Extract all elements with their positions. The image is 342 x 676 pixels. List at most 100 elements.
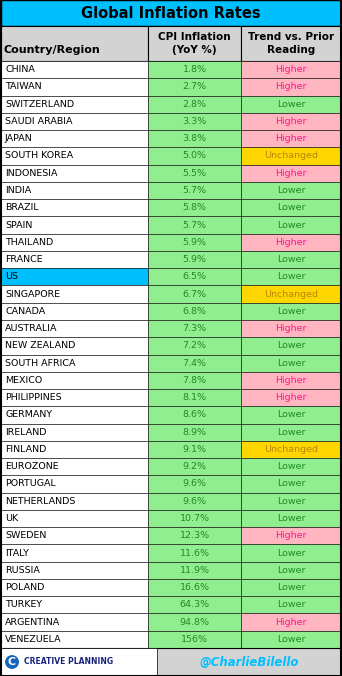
Text: Unchanged: Unchanged — [264, 151, 318, 160]
Bar — [1, 544, 148, 562]
Bar — [1, 406, 148, 424]
Text: MEXICO: MEXICO — [5, 376, 42, 385]
Bar — [241, 130, 341, 147]
Text: 5.9%: 5.9% — [183, 238, 207, 247]
Bar — [148, 285, 241, 303]
Bar — [241, 424, 341, 441]
Bar — [148, 61, 241, 78]
Bar — [1, 95, 148, 113]
Text: AUSTRALIA: AUSTRALIA — [5, 324, 57, 333]
Text: PORTUGAL: PORTUGAL — [5, 479, 56, 489]
Bar — [1, 320, 148, 337]
Bar — [1, 389, 148, 406]
Text: Higher: Higher — [275, 135, 307, 143]
Text: 5.5%: 5.5% — [183, 169, 207, 178]
Text: 5.8%: 5.8% — [183, 203, 207, 212]
Text: BRAZIL: BRAZIL — [5, 203, 39, 212]
Bar — [1, 78, 148, 95]
Bar — [241, 596, 341, 614]
Bar — [241, 544, 341, 562]
Bar — [1, 0, 341, 26]
Text: TAIWAN: TAIWAN — [5, 82, 42, 91]
Text: 7.2%: 7.2% — [183, 341, 207, 350]
Text: @CharlieBilello: @CharlieBilello — [199, 656, 299, 669]
Bar — [148, 337, 241, 354]
Bar — [241, 234, 341, 251]
Bar — [1, 337, 148, 354]
Text: 9.6%: 9.6% — [183, 497, 207, 506]
Text: INDONESIA: INDONESIA — [5, 169, 57, 178]
Text: Higher: Higher — [275, 238, 307, 247]
Bar — [148, 78, 241, 95]
Text: Unchanged: Unchanged — [264, 445, 318, 454]
Bar — [1, 493, 148, 510]
Text: 8.9%: 8.9% — [183, 428, 207, 437]
Text: Lower: Lower — [277, 548, 305, 558]
Text: 1.8%: 1.8% — [183, 65, 207, 74]
Text: THAILAND: THAILAND — [5, 238, 53, 247]
Text: FRANCE: FRANCE — [5, 255, 43, 264]
Text: SAUDI ARABIA: SAUDI ARABIA — [5, 117, 73, 126]
Bar — [241, 493, 341, 510]
Text: Country/Region: Country/Region — [4, 45, 101, 55]
Bar — [148, 406, 241, 424]
Bar — [1, 26, 148, 61]
Text: 156%: 156% — [181, 635, 208, 644]
Bar — [241, 268, 341, 285]
Text: ITALY: ITALY — [5, 548, 29, 558]
Text: Lower: Lower — [277, 220, 305, 230]
Bar — [241, 251, 341, 268]
Bar — [148, 527, 241, 544]
Text: TURKEY: TURKEY — [5, 600, 42, 609]
Bar — [1, 234, 148, 251]
Text: Lower: Lower — [277, 514, 305, 523]
Text: Higher: Higher — [275, 531, 307, 540]
Text: 11.6%: 11.6% — [180, 548, 210, 558]
Text: SOUTH KOREA: SOUTH KOREA — [5, 151, 73, 160]
Text: Global Inflation Rates: Global Inflation Rates — [81, 5, 261, 20]
Text: Lower: Lower — [277, 99, 305, 109]
Text: Lower: Lower — [277, 359, 305, 368]
Text: POLAND: POLAND — [5, 583, 44, 592]
Text: Lower: Lower — [277, 410, 305, 419]
Text: 5.7%: 5.7% — [183, 186, 207, 195]
Bar — [148, 303, 241, 320]
Bar — [1, 648, 341, 676]
Text: 2.7%: 2.7% — [183, 82, 207, 91]
Bar — [148, 493, 241, 510]
Text: SINGAPORE: SINGAPORE — [5, 289, 60, 299]
Text: SPAIN: SPAIN — [5, 220, 32, 230]
Bar — [241, 164, 341, 182]
Bar — [1, 268, 148, 285]
Text: 94.8%: 94.8% — [180, 618, 210, 627]
Bar — [1, 579, 148, 596]
Bar — [148, 130, 241, 147]
Text: SWITZERLAND: SWITZERLAND — [5, 99, 74, 109]
Text: 10.7%: 10.7% — [180, 514, 210, 523]
Text: Trend vs. Prior
Reading: Trend vs. Prior Reading — [248, 32, 334, 55]
Bar — [148, 475, 241, 493]
Text: 3.8%: 3.8% — [182, 135, 207, 143]
Bar — [1, 61, 148, 78]
Bar — [241, 579, 341, 596]
Bar — [1, 182, 148, 199]
Text: 6.8%: 6.8% — [183, 307, 207, 316]
Bar — [1, 441, 148, 458]
Bar — [148, 216, 241, 234]
Text: VENEZUELA: VENEZUELA — [5, 635, 62, 644]
Bar — [148, 95, 241, 113]
Bar — [241, 95, 341, 113]
Text: CREATIVE PLANNING: CREATIVE PLANNING — [24, 658, 113, 667]
Bar — [241, 199, 341, 216]
Bar — [1, 147, 148, 164]
Bar — [241, 527, 341, 544]
Text: JAPAN: JAPAN — [5, 135, 33, 143]
Bar — [241, 337, 341, 354]
Text: Lower: Lower — [277, 428, 305, 437]
Bar — [241, 303, 341, 320]
Bar — [1, 354, 148, 372]
Text: Higher: Higher — [275, 376, 307, 385]
Bar — [241, 458, 341, 475]
Bar — [148, 510, 241, 527]
Text: Higher: Higher — [275, 82, 307, 91]
